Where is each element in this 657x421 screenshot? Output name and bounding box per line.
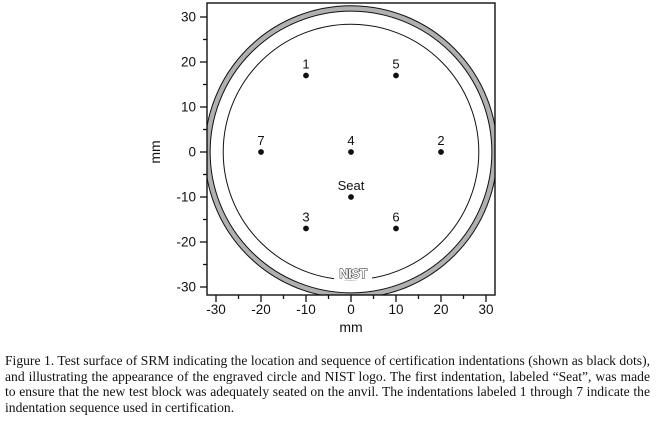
y-tick-label: 30 — [181, 10, 196, 25]
x-tick-label: 30 — [478, 302, 493, 317]
indentation-label: 7 — [257, 133, 264, 148]
x-tick-label: -10 — [296, 302, 316, 317]
indentation-points: 1 5 7 4 2 Seat 3 6 — [257, 57, 445, 232]
indentation-dot — [303, 72, 309, 79]
plot-area: NIST 1 5 7 4 2 Seat 3 6 — [207, 5, 495, 295]
indentation-dot — [258, 149, 264, 155]
indentation-label: Seat — [338, 178, 365, 193]
indentation-dot — [348, 194, 354, 200]
nist-logo-background — [334, 267, 372, 280]
y-tick-label: 0 — [188, 145, 196, 160]
indentation-label: 3 — [302, 210, 309, 225]
indentation-dot — [393, 225, 399, 232]
indentation-dot — [303, 225, 309, 232]
y-tick-label: -30 — [176, 280, 196, 295]
x-axis-label: mm — [339, 319, 362, 335]
indentation-label: 5 — [392, 57, 399, 72]
x-tick-label: -20 — [251, 302, 271, 317]
y-tick-label: 10 — [181, 100, 196, 115]
y-tick-label: 20 — [181, 55, 196, 70]
indentation-label: 4 — [347, 133, 354, 148]
indentation-dot — [393, 72, 399, 79]
indentation-label: 1 — [302, 57, 309, 72]
axis-tick-labels: -30 -20 -10 0 10 20 30 -30 -20 -10 0 10 20 30 — [176, 10, 493, 318]
x-tick-label: 0 — [347, 302, 355, 317]
nist-logo: NIST — [339, 266, 367, 281]
figure-caption: Figure 1. Test surface of SRM indicating… — [5, 353, 650, 415]
y-tick-label: -10 — [176, 190, 196, 205]
indentation-label: 2 — [437, 133, 444, 148]
x-tick-label: 20 — [433, 302, 448, 317]
y-tick-label: -20 — [176, 235, 196, 250]
indentation-dot — [438, 149, 444, 155]
x-tick-label: -30 — [206, 302, 226, 317]
indentation-dot — [348, 149, 354, 155]
x-tick-label: 10 — [388, 302, 403, 317]
y-axis-label: mm — [147, 140, 163, 163]
plot-frame — [206, 2, 496, 296]
indentation-label: 6 — [392, 210, 399, 225]
